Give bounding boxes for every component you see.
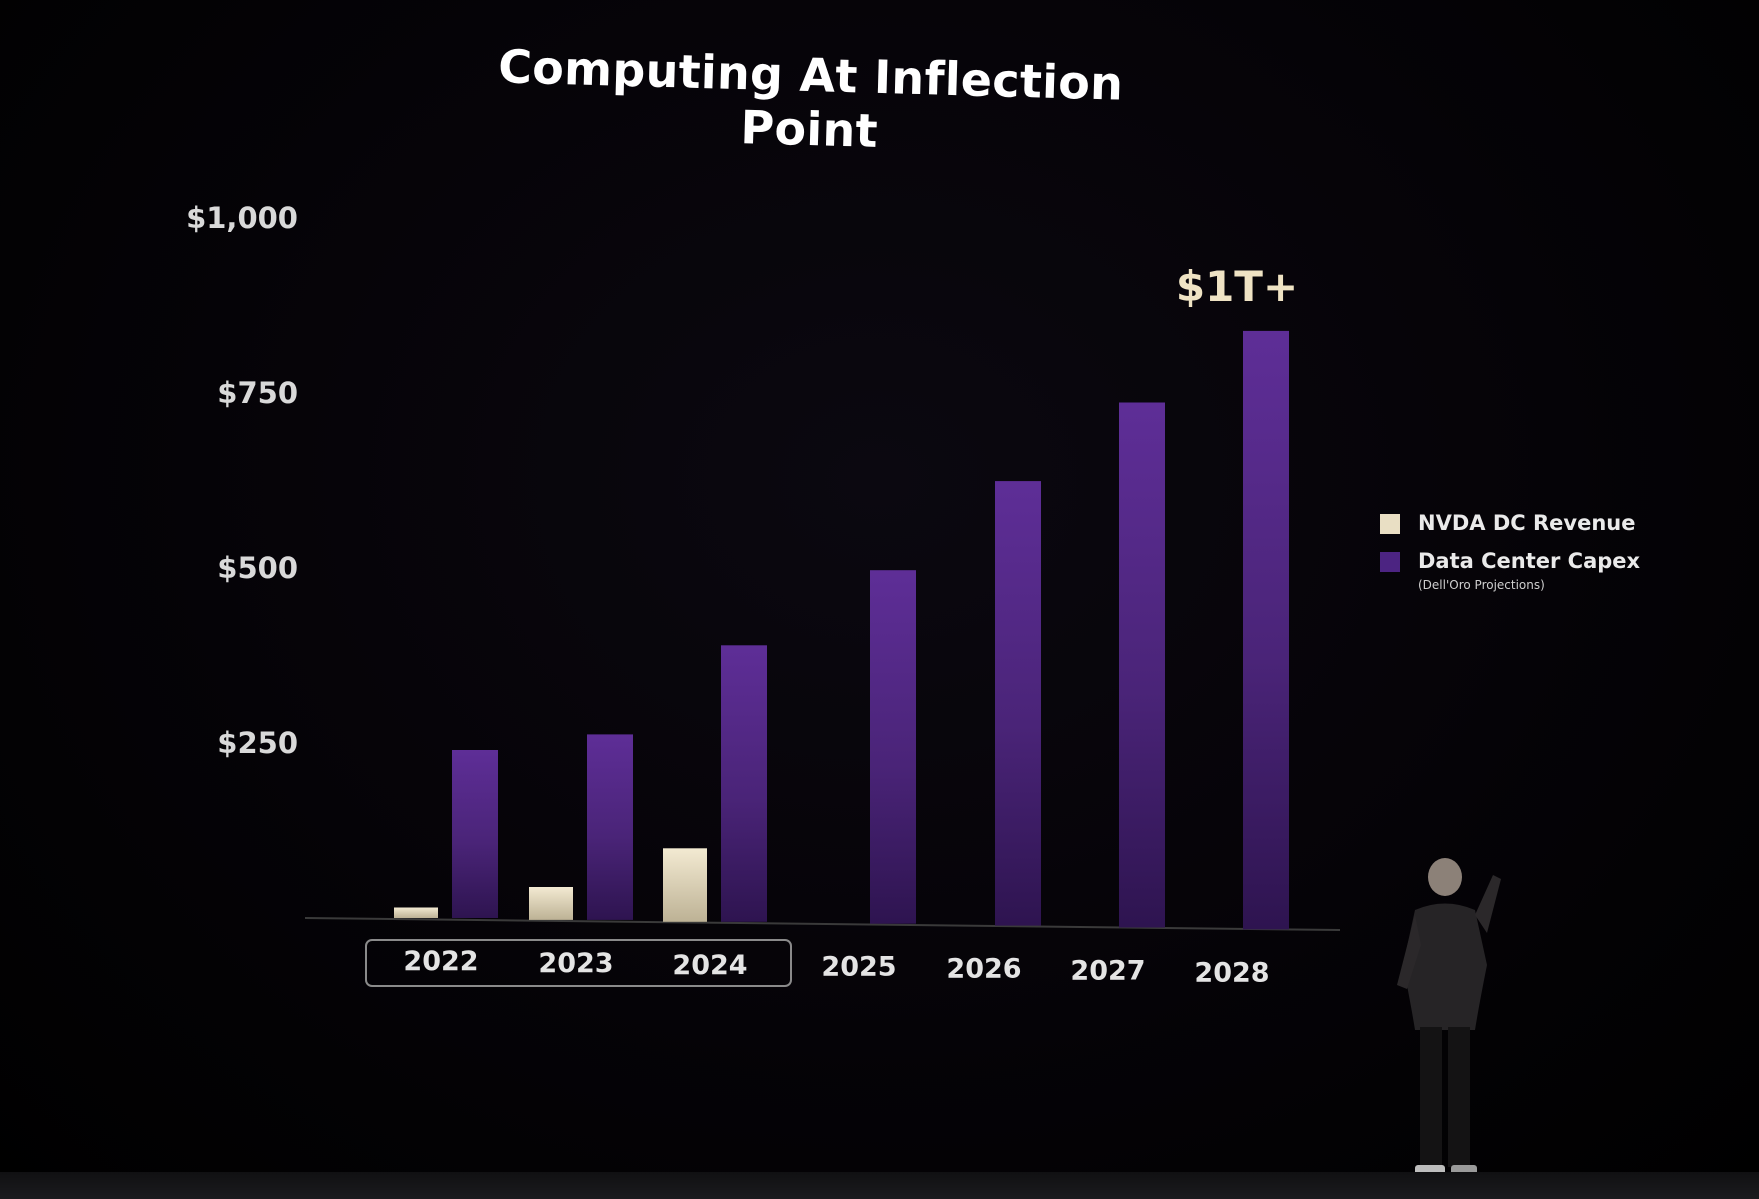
bar-capex-2024 — [721, 645, 767, 922]
legend-note-projections: (Dell'Oro Projections) — [1418, 578, 1545, 592]
bars-group — [394, 330, 1289, 930]
legend: NVDA DC Revenue Data Center Capex (Dell'… — [1380, 510, 1680, 592]
y-axis-ticks: $250 $500 $750 $1,000 — [186, 201, 298, 760]
x-tick-label: 2022 — [403, 946, 478, 977]
legend-item-nvda-revenue: NVDA DC Revenue — [1380, 510, 1680, 536]
legend-swatch-revenue — [1380, 514, 1400, 534]
bar-capex-2027 — [1119, 402, 1165, 928]
legend-label-revenue: NVDA DC Revenue — [1418, 511, 1636, 535]
x-tick-label: 2026 — [946, 954, 1021, 985]
bar-revenue-2023 — [529, 887, 573, 920]
x-tick-label: 2028 — [1194, 957, 1269, 988]
bar-capex-2026 — [995, 481, 1041, 926]
x-tick-label: 2027 — [1070, 956, 1145, 987]
bar-capex-2025 — [870, 570, 916, 924]
bar-capex-2028 — [1243, 330, 1289, 930]
x-axis-baseline — [304, 917, 1341, 931]
y-tick-label: $750 — [217, 376, 298, 410]
stage-floor — [0, 1172, 1759, 1199]
bar-revenue-2024 — [663, 848, 707, 922]
x-axis-ticks: 2022 2023 2024 2025 2026 2027 2028 — [403, 946, 1269, 988]
y-tick-label: $1,000 — [186, 201, 298, 235]
legend-label-capex: Data Center Capex — [1418, 549, 1641, 573]
bar-capex-2022 — [452, 750, 498, 918]
bar-capex-2023 — [587, 734, 633, 920]
presenter-figure — [1397, 858, 1501, 1175]
legend-item-capex: Data Center Capex — [1380, 548, 1680, 574]
highlight-box — [365, 939, 792, 987]
x-tick-label: 2023 — [538, 948, 613, 979]
x-tick-label: 2024 — [672, 950, 747, 981]
y-tick-label: $500 — [217, 551, 298, 585]
legend-swatch-capex — [1380, 552, 1400, 572]
y-tick-label: $250 — [217, 726, 298, 760]
trillion-callout: $1T+ — [1176, 262, 1298, 311]
x-tick-label: 2025 — [821, 952, 896, 983]
bar-revenue-2022 — [394, 907, 438, 918]
